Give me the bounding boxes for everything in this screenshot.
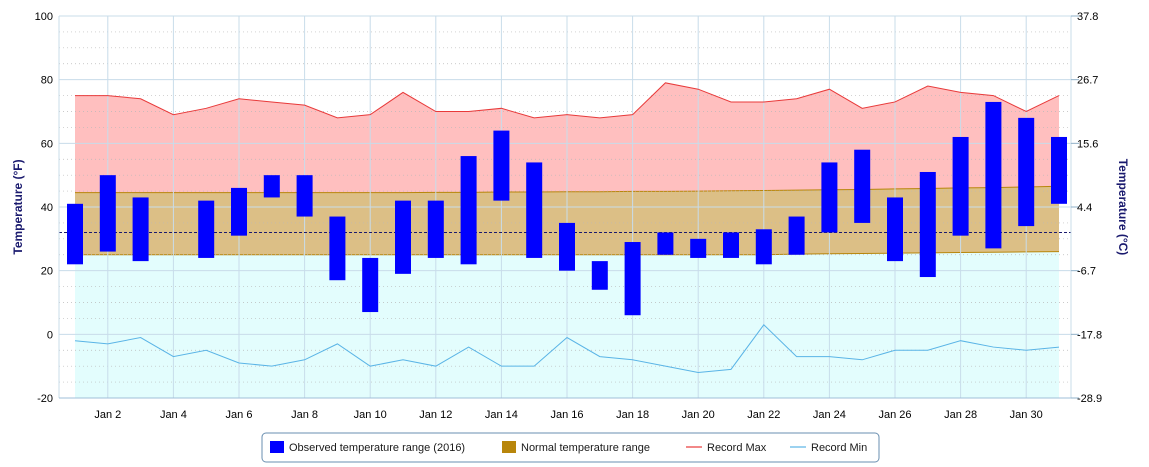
legend-swatch-observed bbox=[270, 441, 284, 453]
observed-bar bbox=[657, 232, 674, 255]
observed-bar bbox=[788, 216, 805, 255]
observed-bar bbox=[427, 200, 444, 258]
legend-label-normal: Normal temperature range bbox=[521, 442, 650, 454]
axes bbox=[58, 15, 1079, 399]
y-tick-label-right: 4.4 bbox=[1077, 202, 1092, 214]
y-tick-label-right: -6.7 bbox=[1077, 266, 1096, 278]
y-tick-label: 0 bbox=[47, 329, 53, 341]
observed-bar bbox=[296, 175, 313, 217]
legend-box bbox=[261, 432, 880, 463]
observed-bar bbox=[919, 171, 936, 278]
observed-bar bbox=[362, 257, 379, 313]
y-tick-label-right: 26.7 bbox=[1077, 75, 1098, 87]
observed-bar bbox=[460, 156, 477, 265]
observed-bar bbox=[526, 162, 543, 258]
x-tick-label: Jan 14 bbox=[485, 409, 518, 421]
observed-bars bbox=[67, 101, 1067, 316]
x-tick-label: Jan 2 bbox=[94, 409, 121, 421]
record-lines bbox=[74, 82, 1060, 374]
legend-item-observed[interactable]: Observed temperature range (2016) bbox=[270, 441, 465, 454]
legend-item-normal[interactable]: Normal temperature range bbox=[502, 441, 650, 454]
observed-bar bbox=[67, 203, 83, 265]
observed-bar bbox=[395, 200, 411, 274]
observed-bar bbox=[624, 242, 641, 316]
x-tick-label: Jan 28 bbox=[944, 409, 977, 421]
y-tick-label: -20 bbox=[37, 393, 53, 405]
observed-bar bbox=[723, 232, 739, 258]
observed-bar bbox=[1051, 136, 1067, 204]
y-tick-label: 40 bbox=[41, 202, 53, 214]
observed-bar bbox=[132, 197, 149, 262]
observed-bar bbox=[887, 197, 903, 262]
x-tick-label: Jan 4 bbox=[160, 409, 187, 421]
y-axis-title-left: Temperature (°F) bbox=[11, 159, 25, 254]
x-tick-label: Jan 12 bbox=[419, 409, 452, 421]
observed-bar bbox=[1018, 117, 1035, 227]
y-tick-label-right: 15.6 bbox=[1077, 138, 1098, 150]
legend-item-record-min[interactable]: Record Min bbox=[790, 442, 867, 454]
record-min-line bbox=[74, 324, 1060, 374]
observed-bar bbox=[755, 229, 772, 265]
observed-bar bbox=[690, 238, 707, 258]
y-tick-label-right: -28.9 bbox=[1077, 393, 1102, 405]
observed-bar bbox=[493, 130, 510, 201]
observed-bar bbox=[559, 222, 575, 271]
legend-item-record-max[interactable]: Record Max bbox=[686, 442, 767, 454]
observed-bar bbox=[99, 175, 116, 252]
observed-bar bbox=[854, 149, 871, 223]
y-tick-label: 20 bbox=[41, 266, 53, 278]
x-tick-label: Jan 24 bbox=[813, 409, 846, 421]
x-tick-label: Jan 18 bbox=[616, 409, 649, 421]
observed-bar bbox=[263, 175, 280, 198]
y-tick-label: 100 bbox=[35, 11, 53, 23]
observed-bar bbox=[591, 261, 608, 290]
observed-bar bbox=[985, 101, 1002, 249]
x-tick-label: Jan 16 bbox=[550, 409, 583, 421]
legend-swatch-normal bbox=[502, 441, 516, 453]
observed-bar bbox=[231, 187, 247, 236]
observed-bar bbox=[329, 216, 346, 281]
gridlines bbox=[59, 15, 1071, 399]
y-tick-label-right: 37.8 bbox=[1077, 11, 1098, 23]
x-tick-label: Jan 20 bbox=[682, 409, 715, 421]
y-axis-title-right: Temperature (°C) bbox=[1116, 159, 1130, 256]
observed-bar bbox=[198, 200, 215, 258]
range-fills bbox=[75, 82, 1060, 398]
legend: Observed temperature range (2016) Normal… bbox=[261, 432, 880, 463]
x-tick-label: Jan 10 bbox=[354, 409, 387, 421]
x-tick-label: Jan 6 bbox=[226, 409, 253, 421]
observed-bar bbox=[952, 136, 969, 236]
legend-label-observed: Observed temperature range (2016) bbox=[289, 442, 465, 454]
x-tick-label: Jan 8 bbox=[291, 409, 318, 421]
tick-labels: -20 0 20 40 60 80 100 -28.9 -17.8 -6.7 4.4 15.6 26.7… bbox=[35, 11, 1102, 421]
y-tick-label: 80 bbox=[41, 75, 53, 87]
record-max-line bbox=[75, 82, 1060, 119]
y-tick-label: 60 bbox=[41, 138, 53, 150]
observed-bar bbox=[821, 162, 838, 233]
y-tick-label-right: -17.8 bbox=[1077, 329, 1102, 341]
x-tick-label: Jan 22 bbox=[747, 409, 780, 421]
legend-label-record-max: Record Max bbox=[707, 442, 767, 454]
x-tick-label: Jan 30 bbox=[1010, 409, 1043, 421]
legend-label-record-min: Record Min bbox=[811, 442, 867, 454]
x-tick-label: Jan 26 bbox=[878, 409, 911, 421]
